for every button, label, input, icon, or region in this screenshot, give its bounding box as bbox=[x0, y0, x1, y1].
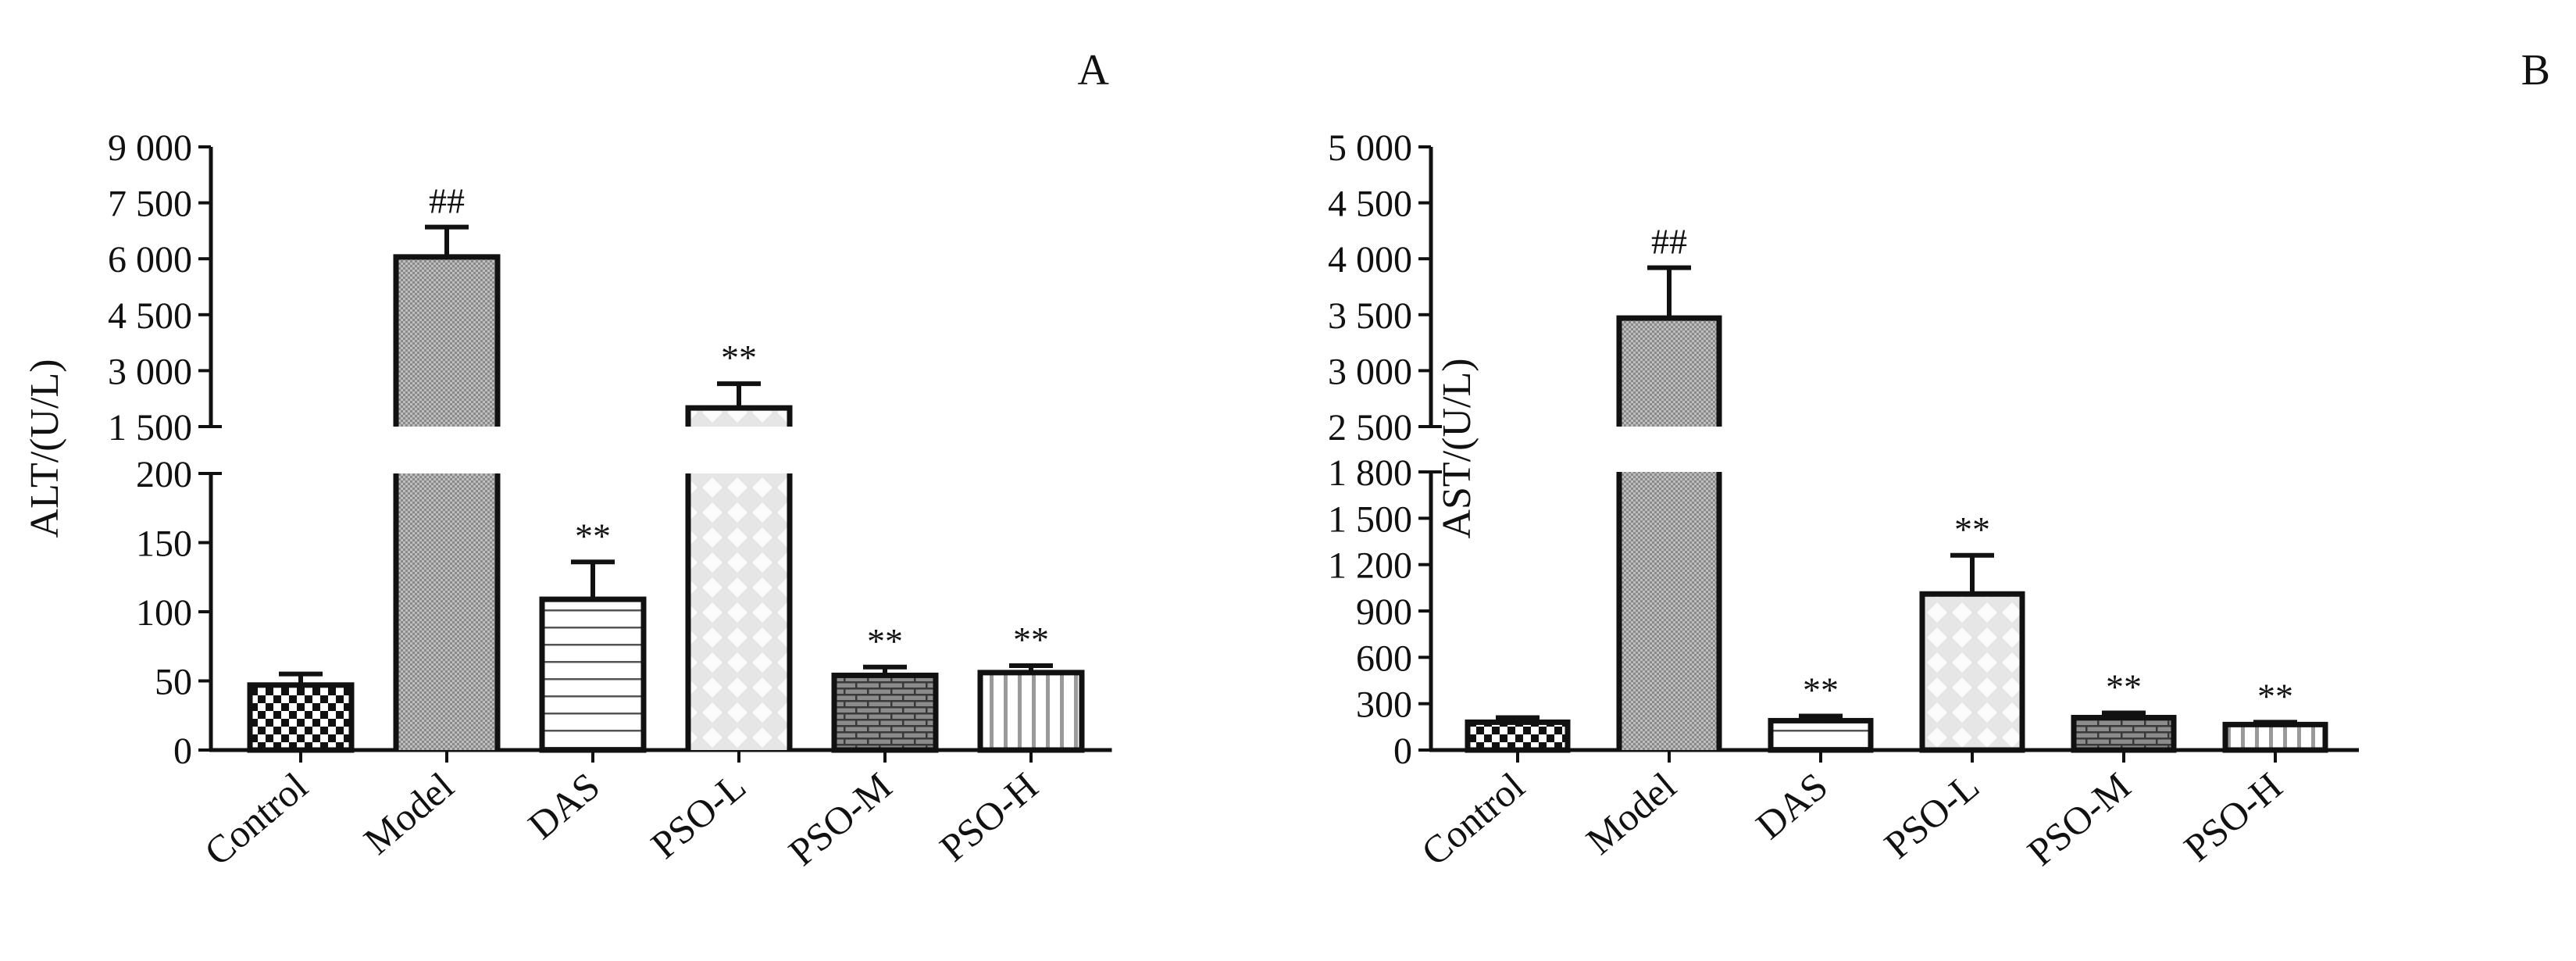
y-tick-label: 900 bbox=[1356, 591, 1412, 633]
bar-outline-lower bbox=[393, 473, 501, 750]
panel-label: A bbox=[1078, 46, 1110, 95]
panel-label: B bbox=[2521, 46, 2550, 95]
bar bbox=[977, 670, 1085, 753]
bar bbox=[1919, 591, 2025, 753]
significance-label: ** bbox=[575, 516, 611, 556]
x-tick-label: PSO-L bbox=[643, 764, 754, 867]
bar-fill-upper bbox=[396, 256, 498, 427]
y-tick-label: 200 bbox=[136, 454, 192, 495]
y-tick-label: 4 500 bbox=[108, 295, 192, 337]
x-tick-label: PSO-M bbox=[780, 764, 900, 874]
bar-outline-lower bbox=[685, 473, 793, 750]
x-tick-label: Model bbox=[1578, 764, 1684, 863]
y-tick-label: 4 000 bbox=[1328, 239, 1412, 280]
x-tick-label: DAS bbox=[519, 764, 608, 848]
significance-label: ** bbox=[1013, 620, 1049, 659]
significance-label: ## bbox=[1651, 222, 1687, 262]
y-tick-label: 4 500 bbox=[1328, 184, 1412, 225]
y-tick-label: 1 500 bbox=[1328, 498, 1412, 540]
y-tick-label: 1 200 bbox=[1328, 545, 1412, 587]
bar bbox=[2222, 721, 2328, 753]
bar-fill-lower bbox=[396, 473, 498, 750]
significance-label: ** bbox=[1803, 670, 1839, 709]
significance-label: ** bbox=[867, 621, 903, 661]
y-tick-label: 3 000 bbox=[108, 351, 192, 392]
bar-fill-upper bbox=[688, 408, 790, 427]
y-tick-label: 600 bbox=[1356, 638, 1412, 679]
x-tick-label: PSO-H bbox=[931, 764, 1046, 870]
x-tick-label: DAS bbox=[1747, 764, 1836, 848]
y-tick-label: 7 500 bbox=[108, 184, 192, 225]
bar-fill-upper bbox=[1619, 318, 1719, 427]
x-tick-label: Control bbox=[1413, 764, 1532, 874]
significance-label: ** bbox=[2257, 676, 2293, 716]
y-tick-label: 9 000 bbox=[108, 127, 192, 169]
bar bbox=[1768, 717, 1874, 753]
bar bbox=[539, 596, 647, 753]
bar bbox=[831, 672, 939, 753]
y-tick-label: 0 bbox=[173, 731, 192, 772]
y-tick-label: 0 bbox=[1393, 731, 1412, 772]
y-tick-label: 3 500 bbox=[1328, 295, 1412, 337]
y-tick-label: 2 500 bbox=[1328, 407, 1412, 448]
significance-label: ## bbox=[429, 181, 465, 221]
x-tick-label: PSO-L bbox=[1876, 764, 1987, 867]
y-tick-label: 6 000 bbox=[108, 239, 192, 280]
y-tick-label: 3 000 bbox=[1328, 351, 1412, 392]
bar bbox=[247, 682, 355, 753]
bar-fill-lower bbox=[688, 473, 790, 750]
y-tick-label: 1 500 bbox=[108, 407, 192, 448]
y-tick-label: 300 bbox=[1356, 684, 1412, 726]
x-tick-label: Model bbox=[355, 764, 462, 863]
panel-a: A ALT/(U/L) 0 50 100 150 200 1 500 3 000 4 500 6 0… bbox=[23, 46, 1112, 874]
y-tick-label: 150 bbox=[136, 523, 192, 565]
y-tick-label: 100 bbox=[136, 592, 192, 634]
y-tick-label: 5 000 bbox=[1328, 127, 1412, 169]
bar-fill-lower bbox=[1619, 472, 1719, 750]
y-tick-label: 1 800 bbox=[1328, 452, 1412, 494]
y-tick-label: 50 bbox=[155, 662, 192, 703]
x-tick-label: PSO-M bbox=[2019, 764, 2139, 874]
y-axis-label: AST/(U/L) bbox=[1435, 358, 1479, 538]
bar bbox=[2071, 714, 2177, 753]
significance-label: ** bbox=[1954, 509, 1990, 549]
bar-outline-lower bbox=[1616, 472, 1722, 750]
y-axis-label: ALT/(U/L) bbox=[23, 359, 67, 538]
significance-label: ** bbox=[2106, 667, 2142, 707]
bar bbox=[1465, 719, 1571, 753]
x-tick-label: Control bbox=[196, 764, 316, 874]
x-tick-label: PSO-H bbox=[2175, 764, 2290, 870]
significance-label: ** bbox=[721, 338, 757, 377]
